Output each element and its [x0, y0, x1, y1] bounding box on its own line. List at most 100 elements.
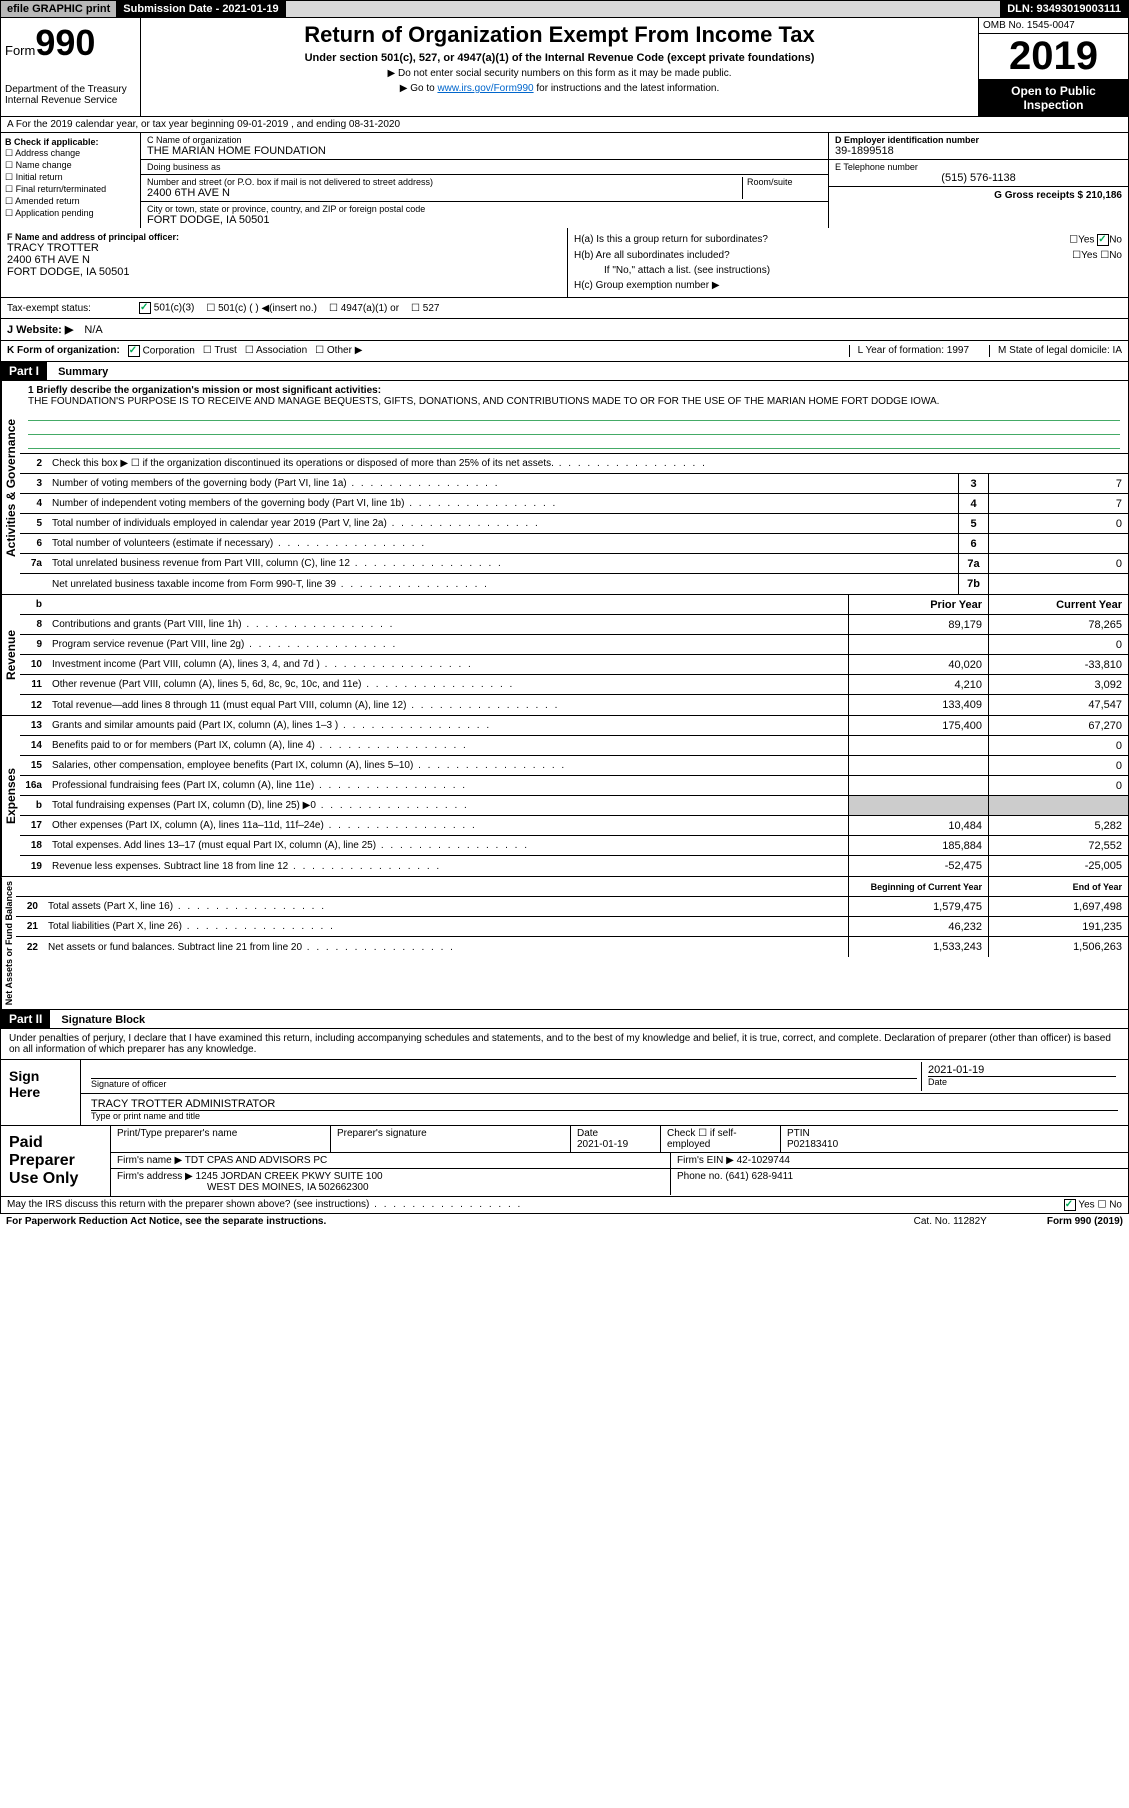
year-formation: L Year of formation: 1997 [849, 345, 969, 357]
data-line: 11Other revenue (Part VIII, column (A), … [20, 675, 1128, 695]
addr-label: Number and street (or P.O. box if mail i… [147, 177, 742, 187]
current-year-hdr: Current Year [988, 595, 1128, 614]
row-a: A For the 2019 calendar year, or tax yea… [0, 117, 1129, 133]
colb-item[interactable]: ☐ Application pending [5, 208, 136, 219]
submission-date-spacer [286, 1, 1002, 17]
data-line: 12Total revenue—add lines 8 through 11 (… [20, 695, 1128, 715]
colb-item[interactable]: ☐ Amended return [5, 196, 136, 207]
data-line: 22Net assets or fund balances. Subtract … [16, 937, 1128, 957]
colb-item[interactable]: ☐ Initial return [5, 172, 136, 183]
box-dba: Doing business as [141, 160, 828, 175]
discuss-yes-checkbox[interactable] [1064, 1199, 1076, 1211]
part2-header: Part II Signature Block [0, 1010, 1129, 1029]
signature-block: Under penalties of perjury, I declare th… [0, 1029, 1129, 1126]
box-h: H(a) Is this a group return for subordin… [568, 228, 1128, 297]
room-label: Room/suite [747, 177, 822, 187]
open-public: Open to Public Inspection [979, 80, 1128, 116]
mission-line [28, 435, 1120, 449]
form-label: Form [5, 43, 35, 58]
sign-here-label: Sign Here [1, 1060, 81, 1125]
mission-block: 1 Briefly describe the organization's mi… [20, 381, 1128, 454]
phone-label: E Telephone number [835, 162, 1122, 172]
irs-link[interactable]: www.irs.gov/Form990 [437, 83, 533, 94]
colb-item[interactable]: ☐ Final return/terminated [5, 184, 136, 195]
tax-exempt-row: Tax-exempt status: 501(c)(3) ☐ 501(c) ( … [0, 298, 1129, 319]
colb-item[interactable]: ☐ Address change [5, 148, 136, 159]
section-bcd: B Check if applicable: ☐ Address change☐… [0, 133, 1129, 228]
form-number: 990 [35, 22, 95, 63]
box-f: F Name and address of principal officer:… [1, 228, 568, 297]
mission-line [28, 421, 1120, 435]
perjury-text: Under penalties of perjury, I declare th… [1, 1029, 1128, 1059]
dln: DLN: 93493019003111 [1001, 1, 1128, 17]
firm-name: TDT CPAS AND ADVISORS PC [185, 1155, 327, 1166]
instruction-1: ▶ Do not enter social security numbers o… [145, 68, 974, 79]
data-line: 10Investment income (Part VIII, column (… [20, 655, 1128, 675]
box-city: City or town, state or province, country… [141, 202, 828, 228]
org-name: THE MARIAN HOME FOUNDATION [147, 145, 822, 157]
firm-addr1: 1245 JORDAN CREEK PKWY SUITE 100 [196, 1171, 383, 1182]
governance-section: Activities & Governance 1 Briefly descri… [0, 381, 1129, 595]
efile-label[interactable]: efile GRAPHIC print [1, 1, 117, 17]
ein-label: D Employer identification number [835, 135, 1122, 145]
box-g: G Gross receipts $ 210,186 [829, 187, 1128, 203]
part1-num: Part I [1, 362, 47, 380]
beg-year-hdr: Beginning of Current Year [848, 877, 988, 896]
k-label: K Form of organization: [7, 345, 120, 357]
street-address: 2400 6TH AVE N [147, 187, 742, 199]
discuss-row: May the IRS discuss this return with the… [0, 1197, 1129, 1214]
top-bar: efile GRAPHIC print Submission Date - 20… [0, 0, 1129, 18]
gov-line: 3Number of voting members of the governi… [20, 474, 1128, 494]
data-line: 19Revenue less expenses. Subtract line 1… [20, 856, 1128, 876]
corp-checkbox[interactable] [128, 345, 140, 357]
data-line: bTotal fundraising expenses (Part IX, co… [20, 796, 1128, 816]
firm-phone: (641) 628-9411 [725, 1171, 793, 1182]
mission-text: THE FOUNDATION'S PURPOSE IS TO RECEIVE A… [28, 396, 1120, 407]
colb-item[interactable]: ☐ Name change [5, 160, 136, 171]
data-line: 17Other expenses (Part IX, column (A), l… [20, 816, 1128, 836]
firm-addr2: WEST DES MOINES, IA 502662300 [207, 1182, 369, 1193]
web-label: J Website: ▶ [7, 324, 73, 336]
ha-no-checkbox[interactable] [1097, 234, 1109, 246]
hb-note: If "No," attach a list. (see instruction… [604, 265, 770, 276]
box-addr: Number and street (or P.O. box if mail i… [141, 175, 828, 202]
mission-label: 1 Briefly describe the organization's mi… [28, 385, 1120, 396]
instruction-2: ▶ Go to www.irs.gov/Form990 for instruct… [145, 83, 974, 94]
firm-addr-row: Firm's address ▶ 1245 JORDAN CREEK PKWY … [111, 1169, 1128, 1195]
data-line: 18Total expenses. Add lines 13–17 (must … [20, 836, 1128, 856]
ha-label: H(a) Is this a group return for subordin… [574, 234, 768, 246]
phone: (515) 576-1138 [835, 172, 1122, 184]
data-line: 14Benefits paid to or for members (Part … [20, 736, 1128, 756]
lnum-b: b [20, 599, 48, 610]
sig-officer-field[interactable]: Signature of officer [87, 1062, 922, 1091]
officer-city: FORT DODGE, IA 50501 [7, 266, 561, 278]
gov-line: 6Total number of volunteers (estimate if… [20, 534, 1128, 554]
tax-year: 2019 [979, 34, 1128, 80]
omb-number: OMB No. 1545-0047 [979, 18, 1128, 34]
form-title: Return of Organization Exempt From Incom… [145, 22, 974, 48]
data-line: 21Total liabilities (Part X, line 26)46,… [16, 917, 1128, 937]
revenue-section: Revenue b Prior Year Current Year 8Contr… [0, 595, 1129, 716]
data-line: 13Grants and similar amounts paid (Part … [20, 716, 1128, 736]
firm-name-row: Firm's name ▶ TDT CPAS AND ADVISORS PC F… [111, 1153, 1128, 1169]
sig-date: 2021-01-19 [928, 1064, 1116, 1076]
box-c-label: C Name of organization [147, 135, 822, 145]
state-domicile: M State of legal domicile: IA [989, 345, 1122, 357]
mission-line [28, 407, 1120, 421]
web-value: N/A [84, 324, 102, 336]
sign-here-row: Sign Here Signature of officer 2021-01-1… [1, 1059, 1128, 1125]
501c3-checkbox[interactable] [139, 302, 151, 314]
dba-label: Doing business as [147, 162, 221, 172]
exp-vlabel: Expenses [1, 716, 20, 876]
paid-header-row: Print/Type preparer's name Preparer's si… [111, 1126, 1128, 1153]
department: Department of the Treasury Internal Reve… [5, 84, 136, 106]
data-line: 15Salaries, other compensation, employee… [20, 756, 1128, 776]
hb-label: H(b) Are all subordinates included? [574, 250, 730, 261]
col-right: D Employer identification number 39-1899… [828, 133, 1128, 228]
box-d: D Employer identification number 39-1899… [829, 133, 1128, 160]
col-header-row: b Prior Year Current Year [20, 595, 1128, 615]
netassets-section: Net Assets or Fund Balances Beginning of… [0, 877, 1129, 1010]
form-subtitle: Under section 501(c), 527, or 4947(a)(1)… [145, 52, 974, 64]
header-left: Form990 Department of the Treasury Inter… [1, 18, 141, 116]
officer-addr: 2400 6TH AVE N [7, 254, 561, 266]
